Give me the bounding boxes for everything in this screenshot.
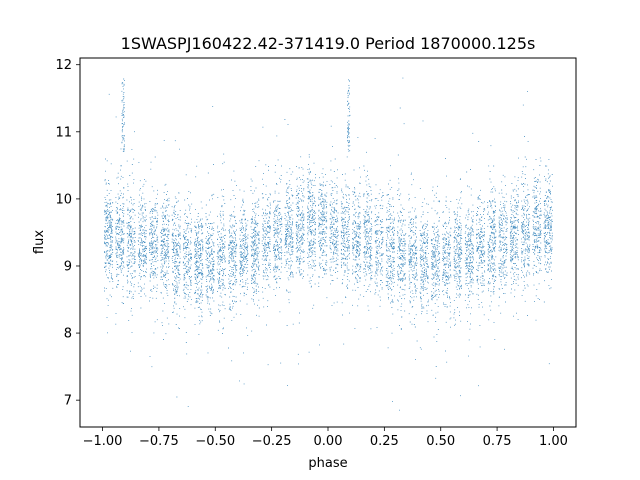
y-tick-label: 8 bbox=[64, 327, 72, 342]
x-tick-label: 0.50 bbox=[426, 434, 455, 449]
x-tick-label: 0.00 bbox=[314, 434, 343, 449]
x-tick-label: −0.50 bbox=[195, 434, 235, 449]
chart-title: 1SWASPJ160422.42-371419.0 Period 1870000… bbox=[121, 34, 536, 53]
y-axis: 7 8 9 10 11 12 bbox=[55, 58, 80, 409]
x-tick-label: 0.75 bbox=[483, 434, 512, 449]
x-axis: −1.00 −0.75 −0.50 −0.25 0.00 0.25 0.50 0.75 1.00 bbox=[83, 427, 568, 449]
y-tick-label: 11 bbox=[55, 125, 72, 140]
plot-area bbox=[104, 77, 553, 411]
x-tick-label: −0.25 bbox=[252, 434, 292, 449]
x-tick-label: −1.00 bbox=[83, 434, 123, 449]
plot-frame bbox=[79, 57, 577, 428]
y-tick-label: 9 bbox=[64, 259, 72, 274]
y-axis-label: flux bbox=[32, 230, 47, 254]
y-tick-label: 7 bbox=[64, 394, 72, 409]
y-tick-label: 12 bbox=[55, 58, 72, 73]
x-axis-label: phase bbox=[308, 456, 347, 471]
scatter-points bbox=[104, 77, 553, 411]
x-tick-label: −0.75 bbox=[139, 434, 179, 449]
x-tick-label: 1.00 bbox=[539, 434, 568, 449]
y-tick-label: 10 bbox=[55, 192, 72, 207]
x-tick-label: 0.25 bbox=[370, 434, 399, 449]
